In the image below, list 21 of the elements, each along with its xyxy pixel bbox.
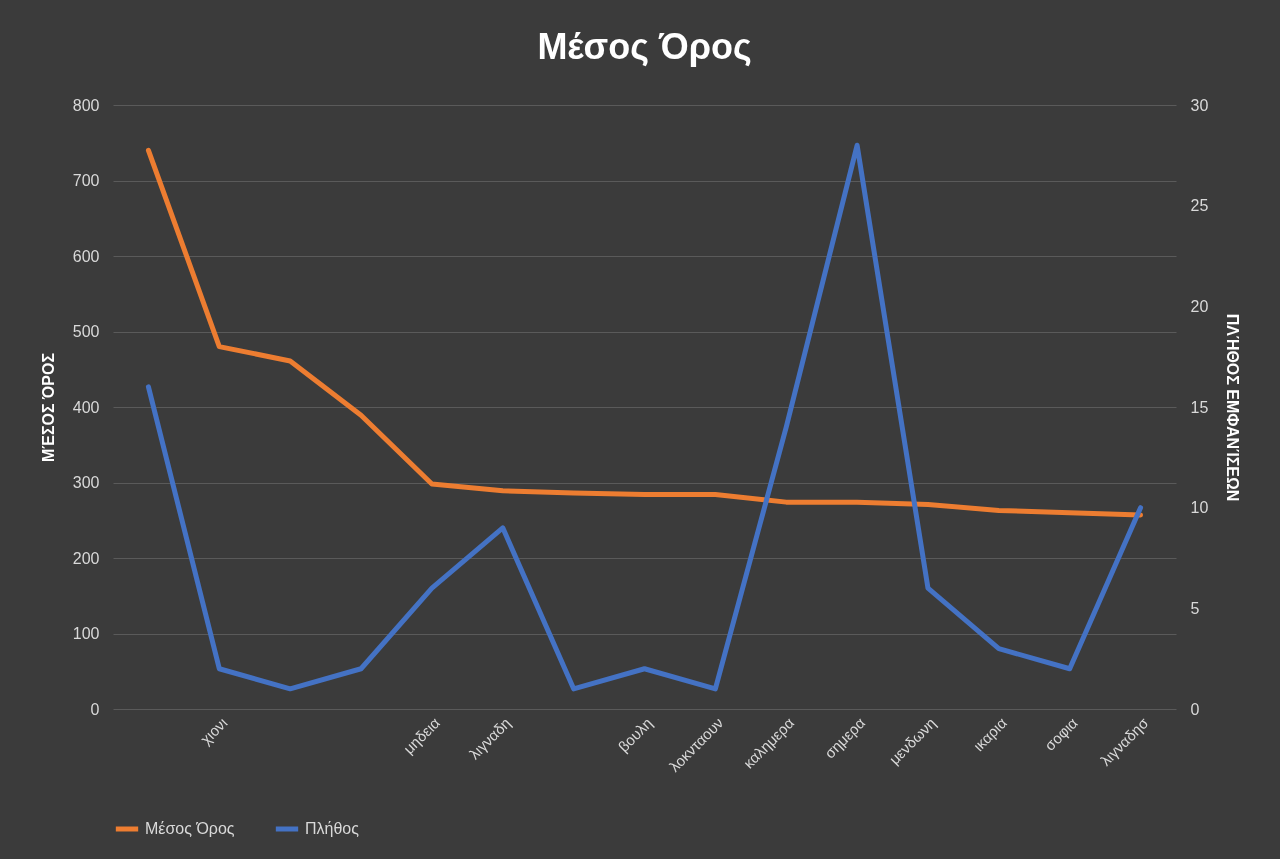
y-tick-label: 800 (72, 96, 100, 114)
y-tick-label: 300 (72, 474, 100, 491)
y2-axis-title: ΠΛΉΘΟΣ ΕΜΦΑΝΊΣΕΩΝ (1224, 313, 1242, 502)
y2-tick-label: 25 (1190, 197, 1209, 215)
legend-label: Μέσος Όρος (145, 820, 235, 837)
y-tick-label: 100 (72, 625, 100, 642)
y-tick-label: 0 (90, 700, 100, 718)
y2-tick-label: 15 (1190, 398, 1209, 416)
legend-label: Πλήθος (305, 820, 360, 837)
y-tick-label: 200 (72, 549, 100, 567)
y2-tick-label: 20 (1190, 297, 1209, 315)
y2-tick-label: 30 (1190, 96, 1209, 114)
y-tick-label: 500 (72, 323, 100, 340)
y-axis-title: ΜΈΣΟΣ ΌΡΟΣ (39, 352, 57, 462)
chart-title: Μέσος Όρος (537, 26, 752, 67)
y2-tick-label: 5 (1190, 599, 1200, 617)
y2-tick-label: 10 (1190, 499, 1209, 517)
y2-tick-label: 0 (1190, 700, 1200, 718)
y-tick-label: 700 (72, 172, 100, 189)
y-tick-label: 600 (72, 247, 100, 265)
y-tick-label: 400 (72, 398, 100, 416)
